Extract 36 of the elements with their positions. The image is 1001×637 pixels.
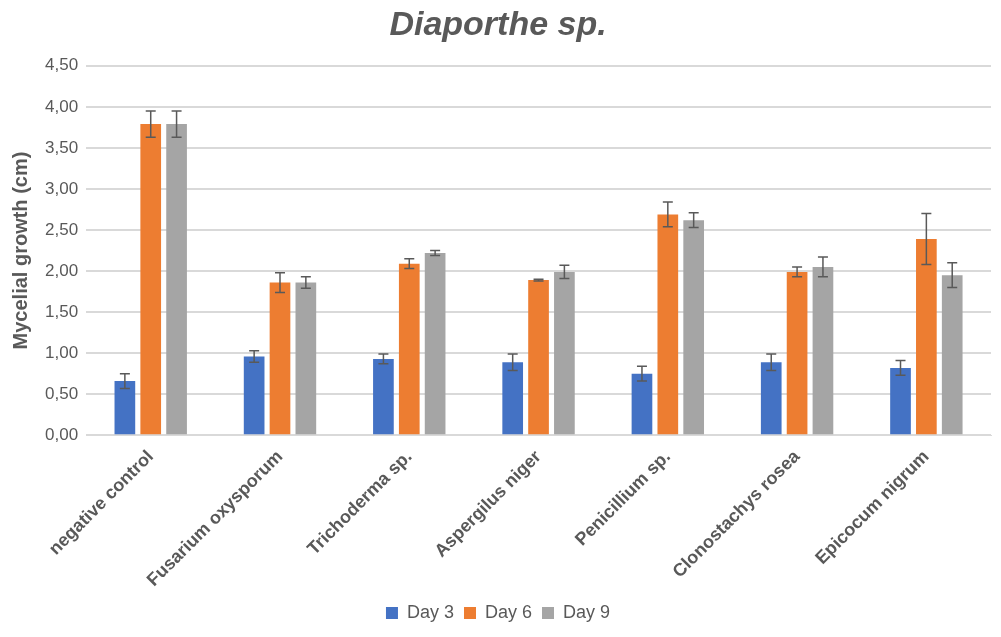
bar xyxy=(916,239,937,435)
legend-label: Day 6 xyxy=(484,601,533,622)
bar xyxy=(554,271,575,435)
bar xyxy=(502,362,524,435)
y-tick-label: 0,50 xyxy=(44,383,79,403)
bar xyxy=(373,358,394,435)
bar xyxy=(890,367,911,435)
legend-label: Day 3 xyxy=(406,601,454,622)
bar xyxy=(941,275,963,435)
bar xyxy=(812,266,834,435)
bar xyxy=(786,271,808,435)
bar xyxy=(631,373,653,435)
bar xyxy=(683,220,705,435)
y-tick-label: 2,50 xyxy=(44,219,79,239)
y-tick-label: 4,50 xyxy=(44,55,79,75)
bar xyxy=(269,282,291,435)
bar xyxy=(657,214,679,435)
y-tick-label: 1,00 xyxy=(44,342,79,362)
y-tick-label: 2,00 xyxy=(44,260,79,280)
bar xyxy=(528,280,549,435)
legend-label: Day 9 xyxy=(563,601,611,622)
y-tick-label: 3,50 xyxy=(44,137,79,157)
bar xyxy=(295,282,317,435)
bar xyxy=(114,381,136,435)
bar xyxy=(424,253,446,435)
bar xyxy=(398,263,420,435)
bar xyxy=(243,356,265,435)
y-tick-label: 1,50 xyxy=(44,301,79,321)
chart-title: Diaporthe sp. xyxy=(389,3,607,42)
y-tick-label: 4,00 xyxy=(44,96,79,116)
bar xyxy=(140,124,162,435)
bar xyxy=(760,362,782,435)
y-tick-label: 0,00 xyxy=(44,424,79,444)
bar xyxy=(166,124,187,435)
y-tick-label: 3,00 xyxy=(44,178,79,198)
y-axis-title: Mycelial growth (cm) xyxy=(8,151,31,350)
